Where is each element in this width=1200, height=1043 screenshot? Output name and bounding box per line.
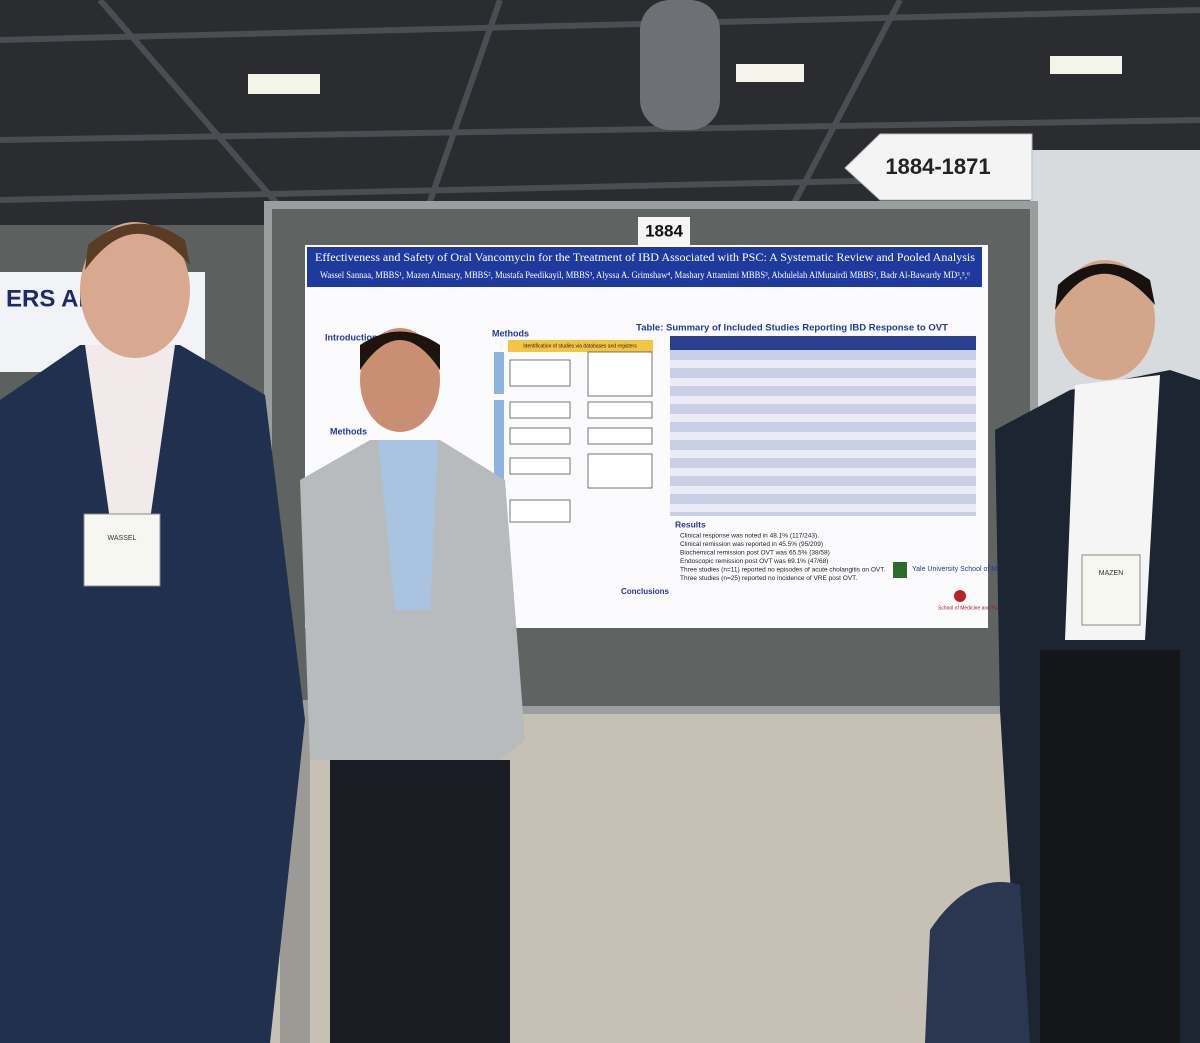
board-number-card — [638, 217, 690, 245]
flow-header-box — [508, 340, 653, 352]
ceiling-light — [1050, 56, 1122, 74]
section-heading: Introduction — [325, 332, 378, 342]
poster-title: Effectiveness and Safety of Oral Vancomy… — [315, 250, 975, 264]
result-bullet: Biochemical remission post OVT was 65.5%… — [680, 550, 830, 557]
table-header — [670, 336, 976, 350]
aisle-number: 1884-1871 — [885, 154, 990, 179]
flow-stage — [494, 400, 504, 496]
poster-authors: Wassel Sannaa, MBBS¹, Mazen Almasry, MBB… — [320, 270, 970, 280]
result-bullet: Endoscopic remission post OVT was 69.1% … — [680, 558, 828, 565]
face — [360, 328, 440, 432]
duct — [640, 0, 720, 130]
trousers — [1040, 650, 1180, 1043]
poster-banner — [307, 247, 982, 287]
flow-header: Identification of studies via databases … — [523, 343, 637, 349]
table-title: Table: Summary of Included Studies Repor… — [636, 323, 948, 334]
result-bullet: Three studies (n=25) reported no inciden… — [680, 575, 857, 582]
trusses — [0, 0, 1200, 232]
logo-crest — [954, 590, 966, 602]
result-bullet: Clinical remission was reported in 45.5%… — [680, 541, 823, 548]
section-heading: Results — [675, 519, 706, 529]
person-left-suit — [0, 345, 305, 1043]
ceiling-light — [248, 74, 320, 94]
flow-stage — [494, 352, 504, 394]
face — [1055, 260, 1155, 380]
badge — [83, 513, 161, 587]
flow-boxes — [509, 351, 653, 523]
result-bullet: Clinical response was noted in 48.1% (11… — [680, 533, 819, 540]
ceiling-light — [736, 64, 804, 82]
section-heading: Conclusions — [621, 587, 670, 596]
hair — [85, 223, 190, 270]
hair — [360, 331, 440, 370]
badge — [1081, 554, 1141, 626]
backpack — [925, 882, 1030, 1043]
hair — [1055, 263, 1155, 310]
result-bullet: Three studies (n=11) reported no episode… — [680, 567, 885, 574]
shirt — [378, 440, 438, 610]
section-heading: Methods — [492, 328, 529, 338]
trousers — [330, 760, 510, 1043]
aisle-sign — [844, 133, 1033, 201]
face — [80, 222, 190, 358]
badge-name: WASSEL — [108, 535, 137, 542]
badge-name: MAZEN — [1099, 570, 1124, 577]
logo-text: Yale University School of Medicine — [912, 566, 1019, 573]
board-number: 1884 — [645, 221, 683, 240]
logo-shield — [893, 562, 907, 578]
table-stripes — [670, 360, 976, 512]
section-heading: Methods — [330, 426, 367, 436]
shirt — [85, 345, 175, 520]
logo-text: School of Medicine and Public Health — [938, 605, 1021, 611]
